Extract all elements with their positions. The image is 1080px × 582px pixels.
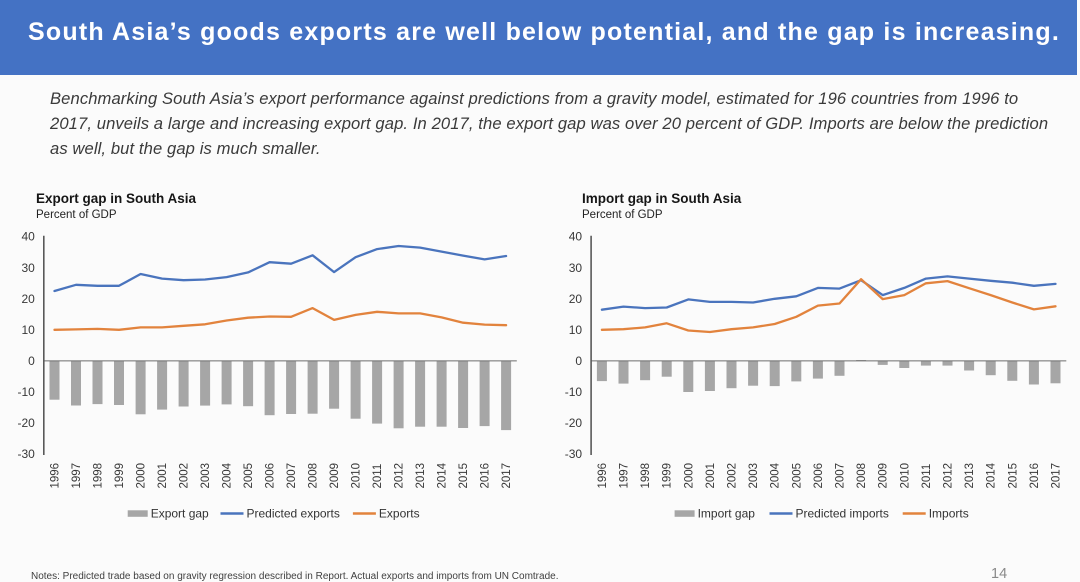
svg-text:2009: 2009: [329, 463, 341, 489]
svg-text:2012: 2012: [394, 463, 406, 489]
svg-text:1996: 1996: [597, 463, 609, 489]
svg-text:1999: 1999: [114, 463, 126, 489]
svg-text:2005: 2005: [791, 463, 803, 489]
svg-text:2000: 2000: [136, 463, 148, 489]
svg-text:-10: -10: [565, 385, 583, 399]
svg-text:2011: 2011: [372, 464, 384, 489]
svg-text:2008: 2008: [308, 463, 320, 489]
svg-text:40: 40: [569, 230, 583, 244]
svg-text:-20: -20: [565, 416, 583, 430]
svg-text:2016: 2016: [1029, 463, 1041, 489]
svg-text:2015: 2015: [1007, 463, 1019, 489]
svg-text:2012: 2012: [943, 463, 955, 489]
svg-text:1997: 1997: [71, 463, 83, 489]
svg-text:1997: 1997: [619, 463, 631, 489]
svg-text:2013: 2013: [415, 463, 427, 489]
svg-text:2003: 2003: [748, 463, 760, 489]
svg-text:-30: -30: [17, 447, 35, 461]
svg-text:2002: 2002: [727, 463, 739, 489]
svg-text:-20: -20: [17, 416, 35, 430]
svg-text:1998: 1998: [93, 463, 105, 489]
svg-text:20: 20: [21, 292, 35, 306]
svg-text:2008: 2008: [856, 463, 868, 489]
svg-text:Imports: Imports: [929, 507, 969, 521]
svg-text:2016: 2016: [480, 463, 492, 489]
svg-text:2004: 2004: [222, 462, 234, 488]
svg-text:1998: 1998: [640, 463, 652, 489]
svg-text:2002: 2002: [179, 463, 191, 489]
svg-text:2010: 2010: [899, 463, 911, 489]
svg-text:0: 0: [28, 354, 35, 368]
svg-text:1996: 1996: [50, 463, 62, 489]
svg-text:2014: 2014: [986, 462, 998, 488]
svg-text:2004: 2004: [770, 462, 782, 488]
svg-text:Predicted exports: Predicted exports: [247, 507, 340, 521]
svg-text:30: 30: [21, 261, 35, 275]
svg-text:Import gap: Import gap: [698, 507, 756, 521]
svg-text:2017: 2017: [1051, 463, 1063, 489]
svg-text:2010: 2010: [351, 463, 363, 489]
svg-text:10: 10: [21, 323, 35, 337]
svg-text:2001: 2001: [157, 463, 169, 489]
svg-text:2006: 2006: [813, 463, 825, 489]
svg-text:2013: 2013: [964, 463, 976, 489]
svg-text:30: 30: [569, 261, 583, 275]
svg-text:2011: 2011: [921, 464, 933, 489]
svg-text:10: 10: [569, 323, 583, 337]
svg-text:2014: 2014: [437, 462, 449, 488]
svg-text:2007: 2007: [835, 463, 847, 489]
svg-text:20: 20: [569, 292, 583, 306]
svg-text:2005: 2005: [243, 463, 255, 489]
svg-text:-10: -10: [17, 385, 35, 399]
svg-text:1999: 1999: [662, 463, 674, 489]
svg-text:2000: 2000: [683, 463, 695, 489]
svg-text:2003: 2003: [200, 463, 212, 489]
svg-text:-30: -30: [565, 447, 583, 461]
svg-text:Export gap: Export gap: [151, 507, 209, 521]
svg-text:40: 40: [21, 230, 35, 244]
svg-text:Exports: Exports: [379, 507, 420, 521]
svg-text:0: 0: [575, 354, 582, 368]
svg-text:Predicted imports: Predicted imports: [796, 507, 889, 521]
svg-text:2017: 2017: [501, 463, 513, 489]
svg-text:2006: 2006: [265, 463, 277, 489]
svg-text:2009: 2009: [878, 463, 890, 489]
svg-text:2007: 2007: [286, 463, 298, 489]
svg-text:2015: 2015: [458, 463, 470, 489]
svg-text:2001: 2001: [705, 463, 717, 489]
